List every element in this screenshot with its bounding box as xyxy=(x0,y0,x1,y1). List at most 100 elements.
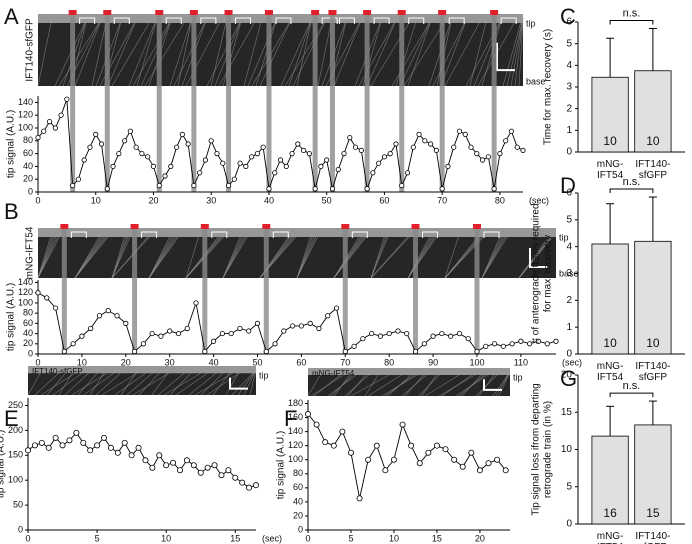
data-point xyxy=(237,325,243,332)
kymograph-track xyxy=(461,371,485,397)
data-point xyxy=(283,163,289,169)
recovery-bracket xyxy=(70,231,87,238)
kymograph-track xyxy=(333,17,363,87)
kymograph-track xyxy=(111,17,153,87)
data-point xyxy=(304,411,311,418)
kymograph-label: IFT140-sfGFP xyxy=(32,367,83,376)
data-point xyxy=(416,460,423,467)
recovery-bracket xyxy=(79,17,96,24)
kymograph-track xyxy=(144,17,188,87)
kymograph-tip xyxy=(28,366,256,374)
y-axis-label: tip signal (A.U.) xyxy=(6,110,17,178)
data-point xyxy=(237,160,243,166)
kymograph-tip-label: tip xyxy=(513,372,523,382)
bleach-marker xyxy=(224,10,233,15)
bleach-band xyxy=(202,228,208,354)
data-point xyxy=(208,138,214,144)
y-tick-label: 60 xyxy=(23,318,33,328)
kymograph-track xyxy=(138,369,163,396)
data-point xyxy=(70,183,76,189)
data-point xyxy=(520,147,526,153)
y-axis-label: retrograde train (in %) xyxy=(543,401,554,498)
kymograph-track xyxy=(27,369,43,396)
data-point xyxy=(219,330,225,337)
x-tick-label: 0 xyxy=(35,357,40,367)
kymograph-track xyxy=(91,17,108,87)
bleach-marker xyxy=(363,10,372,15)
panel-label: G xyxy=(560,366,577,391)
x-axis-label: (sec) xyxy=(562,357,582,367)
kymograph-track xyxy=(212,369,233,396)
data-point xyxy=(176,467,183,474)
data-point xyxy=(24,447,31,454)
x-tick-label: 80 xyxy=(495,195,505,205)
x-tick-label: 0 xyxy=(305,533,310,543)
x-tick-label: 10 xyxy=(161,533,171,543)
kymograph-track xyxy=(107,17,138,87)
kymograph-track xyxy=(194,369,239,396)
kymograph-track xyxy=(83,369,119,396)
y-tick-label: 1 xyxy=(566,322,572,333)
kymograph-track xyxy=(370,17,413,87)
data-point xyxy=(162,173,168,179)
data-point xyxy=(52,434,59,441)
data-point xyxy=(225,467,232,474)
kymograph-base-label: base xyxy=(526,76,546,86)
x-tick-label-line: IFT54 xyxy=(597,542,624,544)
data-point xyxy=(387,151,393,157)
kymograph-track xyxy=(444,17,483,87)
data-point xyxy=(131,348,138,355)
bleach-band xyxy=(342,228,348,354)
data-point xyxy=(386,330,392,337)
data-point xyxy=(183,457,190,464)
data-point xyxy=(211,462,218,469)
data-point xyxy=(252,482,259,489)
y-tick-label: 20 xyxy=(561,370,573,381)
data-point xyxy=(202,348,208,355)
data-point xyxy=(232,474,239,481)
data-point xyxy=(197,469,204,476)
kymograph-track xyxy=(495,371,511,397)
panel-label: B xyxy=(4,199,19,224)
kymograph-track xyxy=(58,369,75,396)
significance-label: n.s. xyxy=(623,7,641,19)
x-tick-label-line: IFT54 xyxy=(597,372,624,383)
x-tick-label: 30 xyxy=(206,195,216,205)
data-point xyxy=(527,341,533,347)
kymograph-track xyxy=(370,231,391,279)
data-point xyxy=(93,131,99,137)
data-point xyxy=(439,186,445,192)
data-point xyxy=(210,338,217,344)
scale-bar xyxy=(496,42,515,72)
data-point xyxy=(52,125,58,131)
y-tick-label: 3 xyxy=(566,268,572,279)
data-point xyxy=(468,449,475,456)
data-point xyxy=(31,442,38,449)
x-tick-label-line: IFT140- xyxy=(635,531,670,542)
kymograph-track xyxy=(418,371,443,397)
y-tick-label: 80 xyxy=(23,135,33,145)
data-point xyxy=(474,348,480,355)
kymograph-track xyxy=(407,17,433,87)
kymograph-track xyxy=(481,231,511,279)
kymograph-track xyxy=(366,17,398,87)
kymograph-track xyxy=(52,369,87,396)
y-tick-label: 80 xyxy=(23,308,33,318)
kymograph-track xyxy=(247,17,278,87)
kymograph-base-label: base xyxy=(559,268,579,278)
kymograph-track xyxy=(64,369,93,396)
bleach-marker xyxy=(200,224,209,229)
bleach-band xyxy=(104,14,110,192)
data-point xyxy=(59,442,66,449)
kymograph-track xyxy=(432,17,468,87)
x-tick-label: 15 xyxy=(432,533,442,543)
data-point xyxy=(451,144,457,150)
data-point xyxy=(313,421,320,428)
data-point xyxy=(140,341,146,347)
data-point xyxy=(476,467,483,474)
bleach-marker xyxy=(264,10,273,15)
data-point xyxy=(173,144,180,150)
data-point xyxy=(390,456,397,463)
kymograph-track xyxy=(185,231,201,279)
